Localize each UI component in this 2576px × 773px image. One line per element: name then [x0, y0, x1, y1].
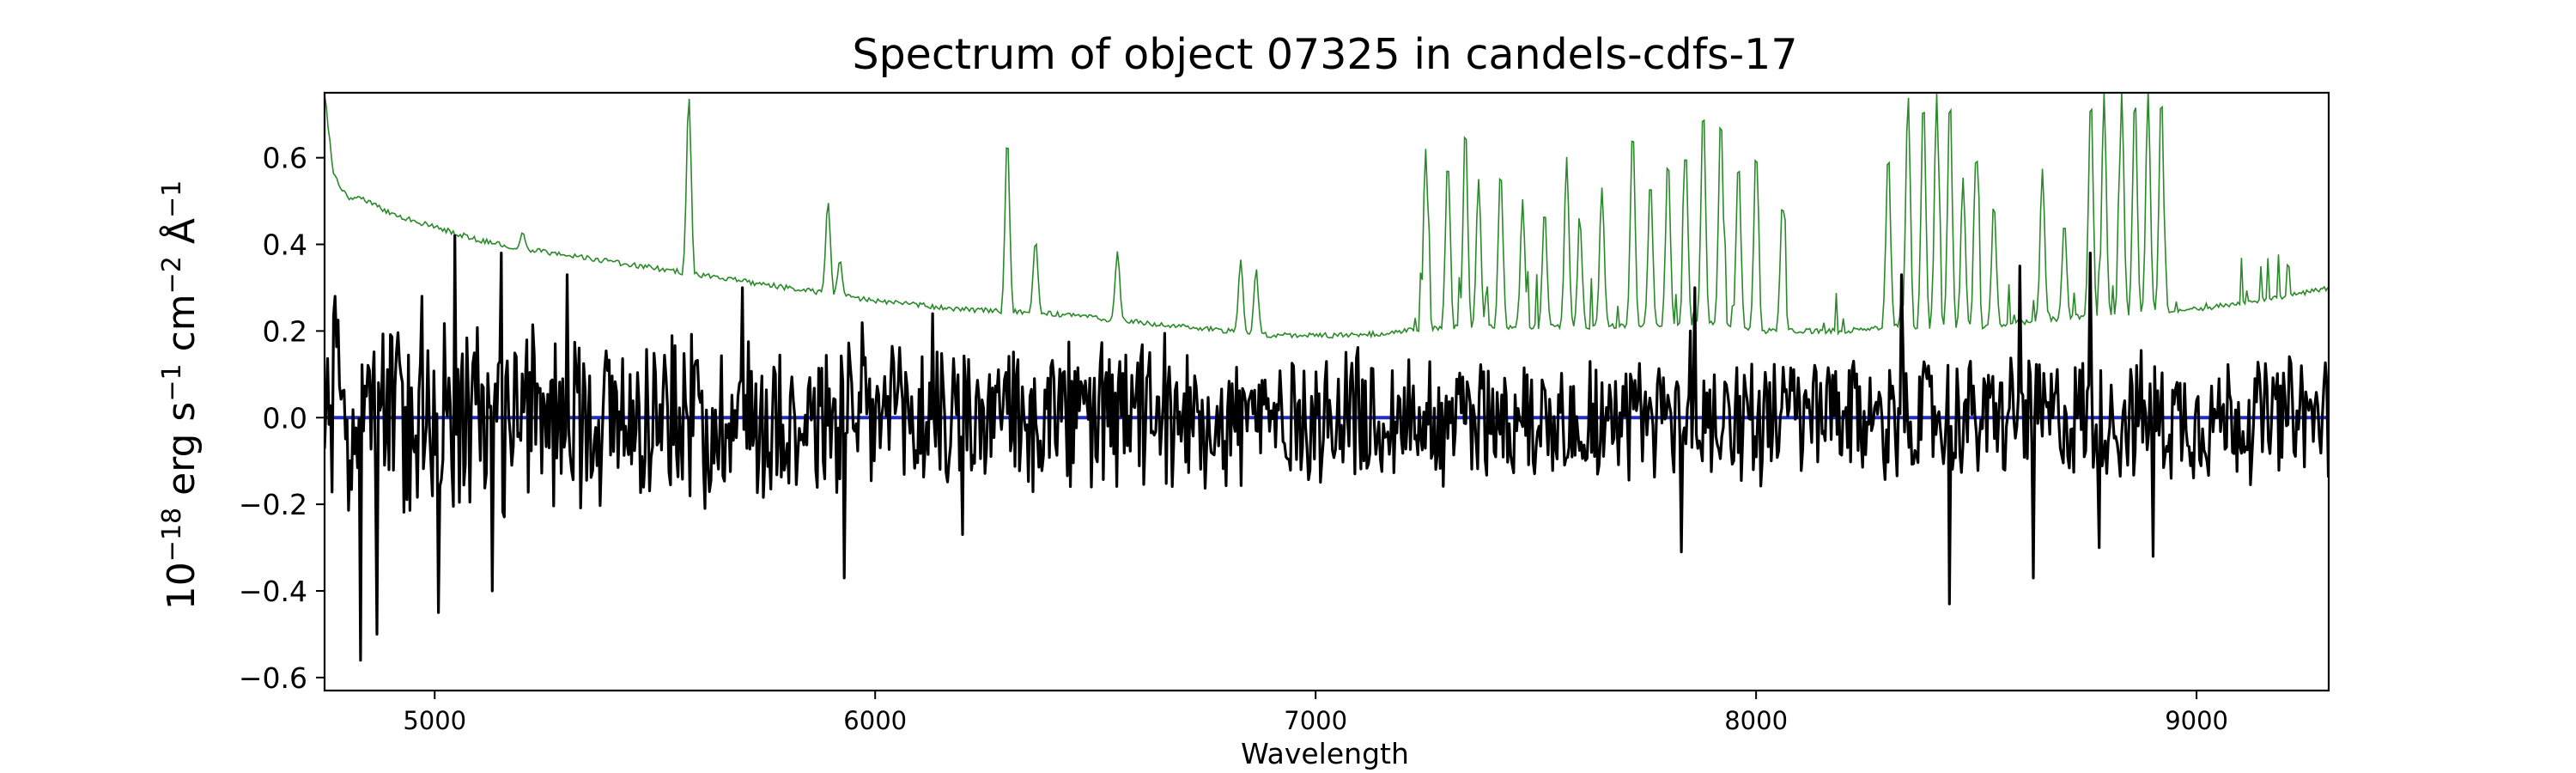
noise-series — [325, 93, 2329, 339]
y-label-text: cm — [160, 294, 204, 363]
plot-frame — [323, 91, 2330, 692]
x-axis: 5000 6000 7000 8000 9000 — [403, 691, 2228, 735]
y-label-exponent: −2 — [157, 256, 187, 294]
flux-series — [325, 234, 2329, 662]
y-label-text: Å — [158, 218, 204, 256]
x-tick-label: 9000 — [2165, 706, 2228, 735]
y-tick-label: −0.6 — [239, 661, 307, 695]
noise-line — [325, 93, 2329, 339]
y-tick-label: 0.2 — [263, 314, 307, 348]
y-tick-label: 0.6 — [263, 142, 307, 175]
y-label-text: 10 — [160, 562, 204, 610]
x-tick-label: 8000 — [1724, 706, 1788, 735]
y-label-text: erg s — [160, 402, 204, 508]
chart-title: Spectrum of object 07325 in candels-cdfs… — [852, 30, 1797, 79]
y-tick-label: 0.4 — [263, 228, 307, 262]
flux-line — [325, 234, 2329, 662]
y-label-exponent: −1 — [157, 180, 187, 218]
y-label-exponent: −18 — [157, 508, 187, 562]
x-axis-label: Wavelength — [1241, 737, 1409, 770]
x-tick-label: 5000 — [403, 706, 466, 735]
y-axis: −0.6 −0.4 −0.2 0.0 0.2 0.4 0.6 — [239, 142, 325, 695]
y-tick-label: −0.4 — [239, 575, 307, 608]
y-tick-label: −0.2 — [239, 488, 307, 521]
y-axis-label: 10−18 erg s−1 cm−2 Å−1 — [157, 180, 204, 610]
y-label-exponent: −1 — [157, 363, 187, 401]
x-tick-label: 7000 — [1284, 706, 1347, 735]
y-tick-label: 0.0 — [263, 401, 307, 435]
x-tick-label: 6000 — [843, 706, 907, 735]
